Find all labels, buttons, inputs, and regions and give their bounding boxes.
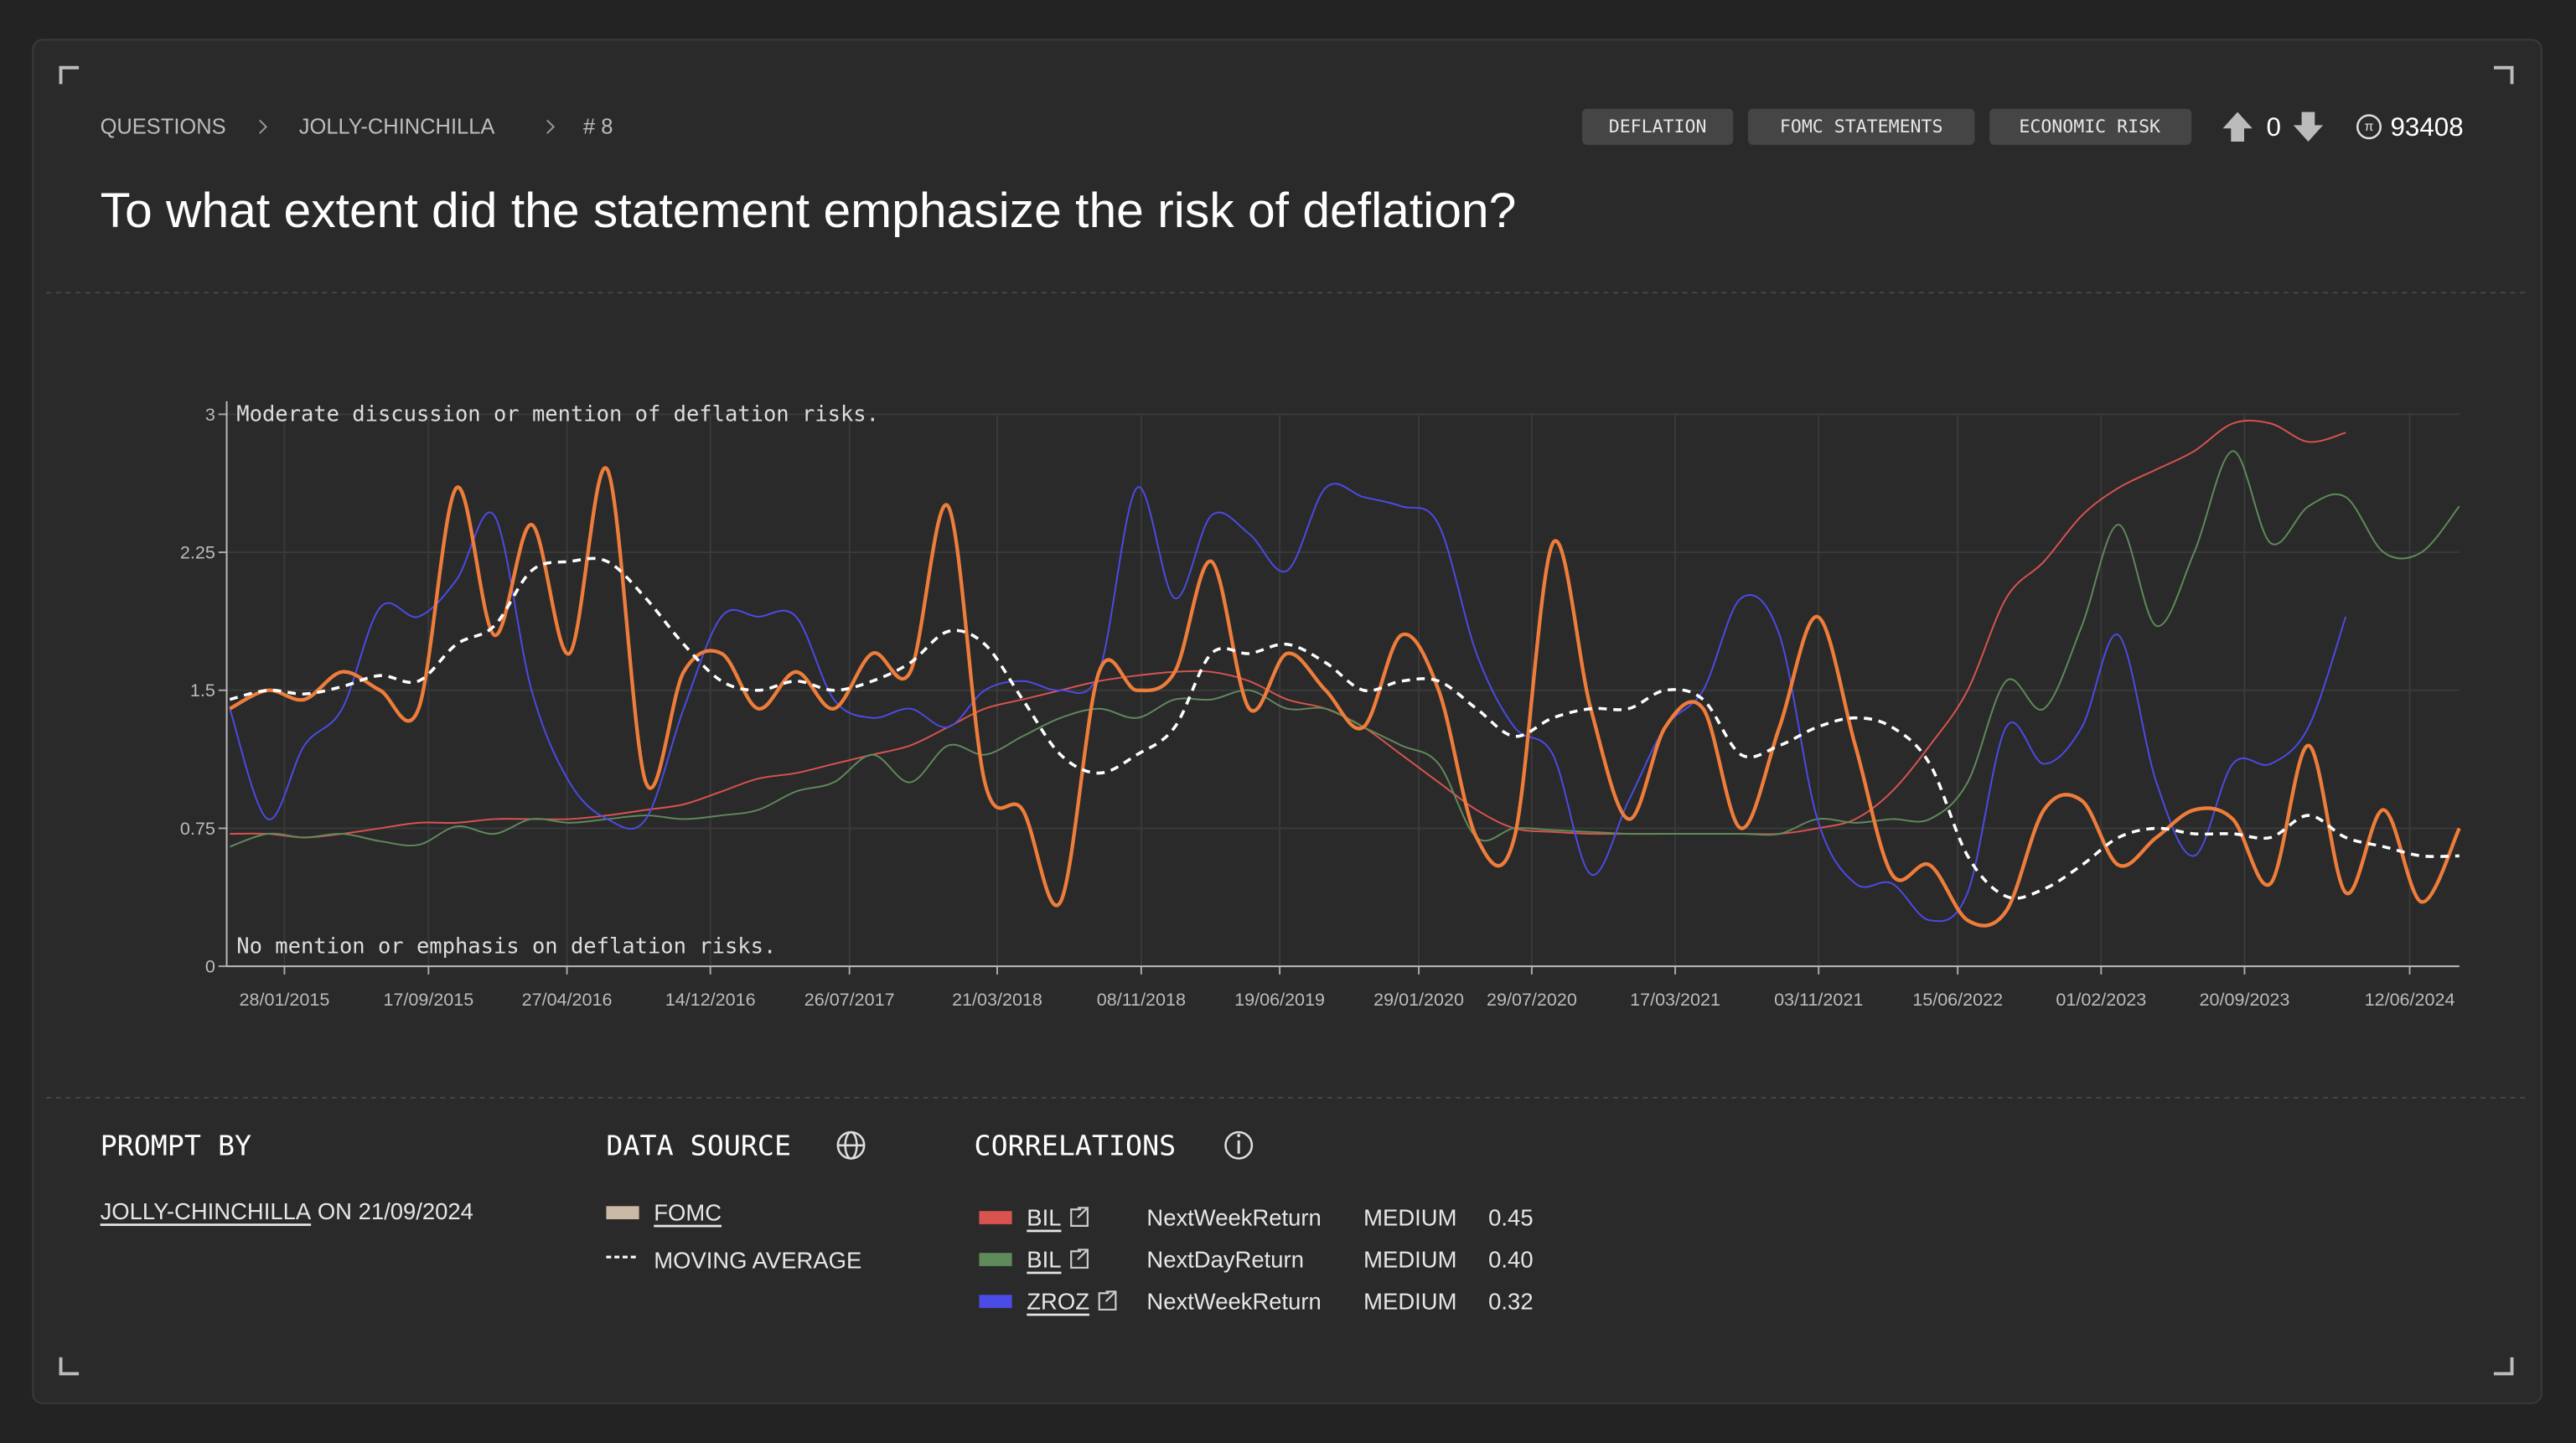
section-heading: CORRELATIONS xyxy=(975,1129,1177,1161)
prompt-date: ON 21/09/2024 xyxy=(318,1198,473,1224)
x-tick-label: 28/01/2015 xyxy=(240,989,330,1010)
tag-bg xyxy=(1581,108,1734,145)
y-tick-label: 0 xyxy=(205,956,215,977)
correlation-swatch xyxy=(979,1295,1012,1308)
user-link[interactable]: JOLLY-CHINCHILLA xyxy=(101,1198,312,1224)
breadcrumb[interactable]: QUESTIONS xyxy=(101,115,226,138)
series-line xyxy=(229,556,2460,900)
correlations: BIL NextWeekReturn MEDIUM 0.45 BIL NextDayRet… xyxy=(979,1205,1534,1315)
x-tick-label: 26/07/2017 xyxy=(804,989,895,1010)
correlation-swatch xyxy=(979,1211,1012,1224)
x-tick-label: 08/11/2018 xyxy=(1097,989,1186,1010)
series-line xyxy=(229,483,2347,923)
correlation-metric: NextDayReturn xyxy=(1146,1247,1304,1273)
section-heading: PROMPT BY xyxy=(101,1129,252,1161)
annotation: Moderate discussion or mention of deflat… xyxy=(236,401,879,427)
x-tick-label: 12/06/2024 xyxy=(2365,989,2455,1010)
legend: FOMC MOVING AVERAGE xyxy=(606,1200,861,1274)
correlation-value: 0.45 xyxy=(1488,1205,1533,1231)
x-tick-label: 03/11/2021 xyxy=(1774,989,1863,1010)
question-title: To what extent did the statement emphasi… xyxy=(101,184,1517,238)
vote-count: 0 xyxy=(2267,112,2281,142)
legend-label: MOVING AVERAGE xyxy=(654,1248,861,1274)
external-link-icon xyxy=(1098,1290,1117,1311)
score: 93408 xyxy=(2390,112,2463,142)
section-heading: DATA SOURCE xyxy=(606,1129,791,1161)
tag[interactable]: FOMC STATEMENTS xyxy=(1780,116,1943,137)
series-line xyxy=(230,419,2346,839)
legend-label[interactable]: FOMC xyxy=(654,1200,722,1226)
tag-bg xyxy=(1747,108,1975,145)
x-tick-label: 19/06/2019 xyxy=(1234,989,1325,1010)
breadcrumb: # 8 xyxy=(583,115,613,138)
x-tick-label: 15/06/2022 xyxy=(1912,989,2003,1010)
x-tick-label: 21/03/2018 xyxy=(952,989,1042,1010)
tag[interactable]: ECONOMIC RISK xyxy=(2019,116,2160,137)
external-link-icon xyxy=(1070,1207,1089,1227)
x-tick-label: 27/04/2016 xyxy=(522,989,613,1010)
correlation-ticker[interactable]: ZROZ xyxy=(1027,1289,1089,1315)
correlation-ticker[interactable]: BIL xyxy=(1027,1247,1061,1273)
tag[interactable]: DEFLATION xyxy=(1609,116,1707,137)
correlation-metric: NextWeekReturn xyxy=(1146,1205,1321,1231)
correlation-value: 0.40 xyxy=(1488,1247,1533,1273)
corner-brackets xyxy=(59,65,2514,1376)
correlation-ticker[interactable]: BIL xyxy=(1027,1205,1061,1231)
x-tick-label: 17/09/2015 xyxy=(383,989,473,1010)
x-tick-label: 29/01/2020 xyxy=(1373,989,1464,1010)
x-tick-label: 01/02/2023 xyxy=(2056,989,2146,1010)
y-tick-label: 1.5 xyxy=(190,680,215,701)
correlation-metric: NextWeekReturn xyxy=(1146,1289,1321,1315)
chart: 0 0.75 1.5 2.25 3 28/01/2015 17/09/2015 27/04/2… xyxy=(180,401,2461,1010)
y-tick-label: 0.75 xyxy=(180,818,215,839)
legend-swatch xyxy=(606,1206,639,1220)
correlation-level: MEDIUM xyxy=(1363,1205,1456,1231)
tag-bg xyxy=(1989,108,2192,145)
correlation-value: 0.32 xyxy=(1488,1289,1533,1315)
y-tick-label: 3 xyxy=(205,404,215,425)
series-line xyxy=(229,450,2460,848)
card xyxy=(32,39,2542,1404)
correlation-swatch xyxy=(979,1253,1012,1266)
downvote[interactable] xyxy=(2293,111,2324,142)
breadcrumb[interactable]: JOLLY-CHINCHILLA xyxy=(299,115,495,138)
external-link-icon xyxy=(1070,1249,1089,1269)
info-icon[interactable] xyxy=(1224,1130,1254,1160)
correlation-level: MEDIUM xyxy=(1363,1247,1456,1273)
score-icon xyxy=(2356,114,2382,140)
x-tick-label: 29/07/2020 xyxy=(1487,989,1577,1010)
x-tick-label: 17/03/2021 xyxy=(1630,989,1720,1010)
prompt-by: JOLLY-CHINCHILLA ON 21/09/2024 xyxy=(101,1198,473,1224)
upvote[interactable] xyxy=(2222,111,2253,142)
correlation-level: MEDIUM xyxy=(1363,1289,1456,1315)
y-tick-label: 2.25 xyxy=(180,542,215,563)
annotation: No mention or emphasis on deflation risk… xyxy=(236,934,776,959)
chevron xyxy=(259,119,267,134)
score-icon-glyph: π xyxy=(2365,120,2374,134)
x-tick-label: 14/12/2016 xyxy=(665,989,756,1010)
series-line xyxy=(229,466,2461,928)
x-tick-label: 20/09/2023 xyxy=(2200,989,2290,1010)
chevron xyxy=(546,119,556,134)
globe-icon xyxy=(836,1130,866,1160)
